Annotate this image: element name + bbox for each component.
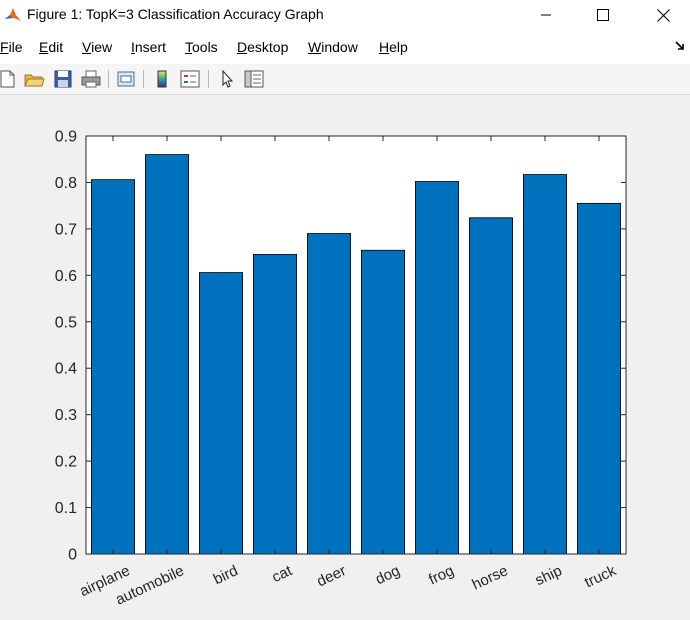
property-inspector-icon[interactable] (243, 68, 265, 90)
x-tick-label: frog (426, 562, 457, 588)
maximize-icon (597, 9, 609, 21)
menu-edit[interactable]: Edit (39, 39, 64, 55)
toolbar-separator (208, 70, 209, 88)
x-tick-label: ship (533, 562, 565, 589)
pointer-icon[interactable] (216, 68, 238, 90)
bar-bird (198, 272, 243, 555)
save-icon[interactable] (52, 68, 74, 90)
menu-view[interactable]: View (82, 39, 113, 55)
figure-toolbar (0, 64, 690, 95)
bar-cat (252, 254, 297, 555)
matlab-logo-icon (4, 6, 22, 24)
y-tick-label: 0.5 (55, 314, 77, 331)
axes-box (85, 135, 627, 555)
bar-frog (414, 181, 459, 555)
y-tick-label: 0.4 (55, 361, 77, 378)
x-tick-label: cat (269, 562, 295, 586)
x-tick-label: horse (469, 562, 510, 593)
bar-horse (468, 217, 513, 555)
minimize-icon (541, 14, 551, 16)
open-file-icon[interactable] (23, 68, 45, 90)
y-tick-label: 0.8 (55, 175, 77, 192)
menu-insert[interactable]: Insert (131, 39, 167, 55)
bar-automobile (144, 154, 189, 555)
menu-desktop[interactable]: Desktop (237, 39, 289, 55)
figure-canvas: airplane automobile bird cat deer dog frog hors… (0, 95, 690, 615)
y-tick-label: 0 (68, 547, 77, 564)
y-tick-label: 0.6 (55, 268, 77, 285)
window-title: Figure 1: TopK=3 Classification Accuracy… (27, 6, 324, 22)
y-tick-label: 0.9 (55, 129, 77, 146)
menu-bar: File Edit View Insert Tools Desktop Wind… (0, 30, 690, 64)
maximize-button[interactable] (580, 0, 626, 30)
bar-dog (360, 249, 405, 555)
print-icon[interactable] (80, 68, 102, 90)
new-figure-icon[interactable] (0, 68, 18, 90)
x-tick-label: bird (211, 562, 241, 588)
close-button[interactable] (640, 0, 686, 30)
bar-truck (577, 202, 622, 555)
y-tick-label: 0.7 (55, 221, 77, 238)
toolbar-separator (108, 70, 109, 88)
y-tick-label: 0.2 (55, 454, 77, 471)
title-bar: Figure 1: TopK=3 Classification Accuracy… (0, 0, 690, 30)
y-tick-label: 0.1 (55, 500, 77, 517)
x-tick-label: truck (582, 562, 619, 591)
legend-icon[interactable] (179, 68, 201, 90)
bar-deer (306, 233, 351, 555)
colorbar-icon[interactable] (151, 68, 173, 90)
x-tick-label: dog (373, 562, 403, 588)
menu-tools[interactable]: Tools (185, 39, 218, 55)
dock-arrow-icon[interactable] (674, 40, 686, 52)
menu-window[interactable]: Window (308, 39, 358, 55)
x-tick-label: deer (314, 562, 348, 590)
print-preview-icon[interactable] (115, 68, 137, 90)
menu-file[interactable]: File (0, 39, 23, 55)
y-tick-label: 0.3 (55, 407, 77, 424)
bar-airplane (91, 179, 136, 555)
toolbar-separator (143, 70, 144, 88)
minimize-button[interactable] (523, 0, 569, 30)
bar-ship (523, 174, 568, 555)
close-icon (656, 8, 670, 22)
menu-help[interactable]: Help (379, 39, 408, 55)
